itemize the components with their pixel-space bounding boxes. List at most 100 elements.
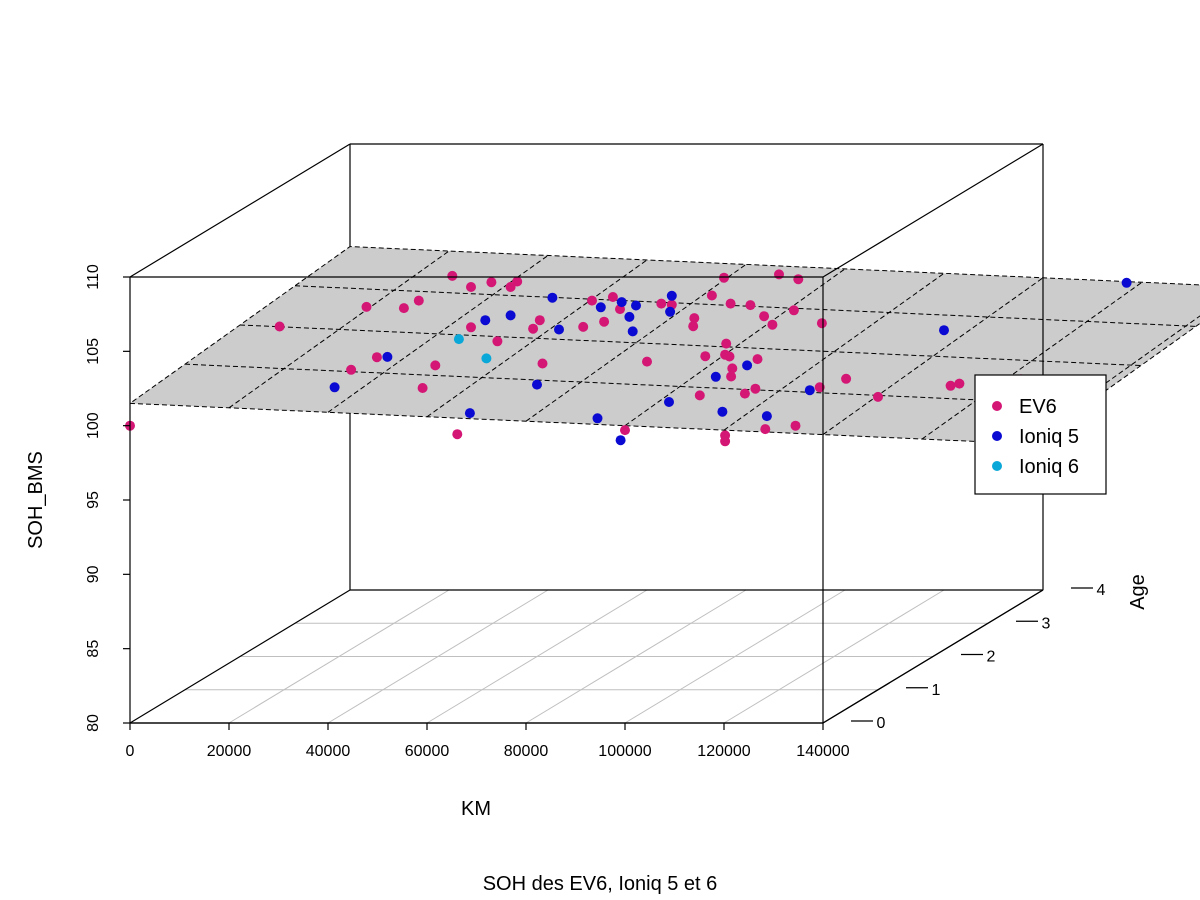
data-point-ioniq-5 xyxy=(761,411,772,422)
data-point-ioniq-5 xyxy=(329,382,340,393)
data-point-ioniq-5 xyxy=(804,385,815,396)
data-point-ioniq-5 xyxy=(382,351,393,362)
plane-grid-line xyxy=(239,324,1141,367)
data-point-ev6 xyxy=(745,300,756,311)
data-point-ev6 xyxy=(486,277,497,288)
data-point-ev6 xyxy=(430,360,441,371)
data-point-ev6 xyxy=(719,272,729,283)
data-point-ioniq-5 xyxy=(665,306,676,317)
z-axis-line xyxy=(822,589,1044,724)
data-point-ev6 xyxy=(620,425,630,436)
data-point-ioniq-5 xyxy=(627,326,638,337)
data-point-ev6 xyxy=(694,390,705,401)
data-point-ev6 xyxy=(759,311,770,322)
data-point-ev6 xyxy=(954,378,965,389)
z-tick-label: 3 xyxy=(1042,615,1051,632)
y-axis-title: SOH_BMS xyxy=(25,451,47,549)
data-point-ev6 xyxy=(512,276,523,287)
plane-grid-line xyxy=(723,272,945,431)
data-point-ioniq-5 xyxy=(624,311,635,322)
data-point-ioniq-5 xyxy=(480,315,491,326)
data-point-ev6 xyxy=(750,383,761,394)
legend-label: EV6 xyxy=(1019,396,1057,418)
z-axis-title: Age xyxy=(1127,574,1149,610)
data-point-ioniq-5 xyxy=(547,292,558,303)
plane-grid-line xyxy=(921,281,1143,440)
data-point-ev6 xyxy=(816,318,827,329)
data-point-ioniq-5 xyxy=(554,324,564,335)
data-point-ev6 xyxy=(767,319,778,330)
x-axis-title: KM xyxy=(461,798,491,820)
box-edge xyxy=(129,589,351,724)
data-point-ev6 xyxy=(721,338,732,349)
data-point-ev6 xyxy=(720,430,731,441)
data-point-ev6 xyxy=(814,382,825,393)
data-point-ev6 xyxy=(727,363,738,374)
data-point-ioniq-5 xyxy=(710,371,721,382)
plane-grid-line xyxy=(822,277,1044,435)
plane-grid-line xyxy=(184,363,1086,406)
x-tick-label: 120000 xyxy=(697,743,750,760)
data-point-ioniq-6 xyxy=(481,353,492,364)
data-point-ev6 xyxy=(607,292,618,302)
y-tick-label: 80 xyxy=(85,714,102,732)
data-point-ioniq-5 xyxy=(532,379,542,390)
data-point-ioniq-5 xyxy=(631,300,641,311)
plane-grid-line xyxy=(294,285,1196,327)
data-point-ev6 xyxy=(599,316,610,327)
data-point-ev6 xyxy=(274,321,285,332)
data-point-ev6 xyxy=(774,269,784,280)
data-point-ev6 xyxy=(688,321,699,332)
legend-marker-ioniq-6 xyxy=(992,461,1002,471)
data-point-ev6 xyxy=(752,354,763,365)
data-point-ev6 xyxy=(739,388,750,399)
box-edge xyxy=(822,143,1044,278)
x-tick-label: 100000 xyxy=(598,743,651,760)
chart-caption: SOH des EV6, Ioniq 5 et 6 xyxy=(483,873,718,895)
data-point-ev6 xyxy=(793,274,804,285)
y-tick-label: 95 xyxy=(85,491,102,509)
data-point-ev6 xyxy=(724,351,735,362)
data-point-ev6 xyxy=(417,383,428,393)
z-tick-label: 4 xyxy=(1097,582,1106,599)
data-point-ev6 xyxy=(371,352,382,363)
x-tick-label: 0 xyxy=(126,743,135,760)
data-point-ev6 xyxy=(642,356,652,367)
legend-marker-ioniq-5 xyxy=(992,431,1002,441)
box-edge xyxy=(129,143,351,278)
data-point-ev6 xyxy=(466,282,476,292)
data-point-ev6 xyxy=(492,336,503,347)
data-points xyxy=(125,269,1132,447)
plane-grid-line xyxy=(525,264,747,422)
data-point-ev6 xyxy=(841,373,852,384)
data-point-ev6 xyxy=(689,313,700,324)
data-point-ev6 xyxy=(534,315,545,326)
data-point-ev6 xyxy=(537,358,548,369)
data-point-ioniq-5 xyxy=(939,325,949,336)
data-point-ev6 xyxy=(706,290,717,301)
legend-label: Ioniq 6 xyxy=(1019,456,1079,478)
plane-grid-line xyxy=(426,259,648,418)
z-tick-label: 0 xyxy=(877,715,886,732)
data-point-ev6 xyxy=(398,303,409,314)
data-point-ioniq-5 xyxy=(742,360,753,371)
data-point-ev6 xyxy=(726,371,737,382)
x-tick-label: 80000 xyxy=(504,743,549,760)
y-tick-label: 105 xyxy=(85,338,102,365)
data-point-ioniq-5 xyxy=(664,397,674,407)
data-point-ev6 xyxy=(656,298,667,309)
z-tick-label: 1 xyxy=(932,682,941,699)
data-point-ev6 xyxy=(873,391,883,402)
z-tick-label: 2 xyxy=(987,649,996,666)
data-point-ioniq-5 xyxy=(464,408,475,419)
data-point-ioniq-5 xyxy=(505,310,516,321)
x-tick-label: 140000 xyxy=(796,743,849,760)
data-point-ev6 xyxy=(578,321,589,332)
data-point-ioniq-5 xyxy=(615,435,626,446)
regression-plane xyxy=(128,246,1200,445)
data-point-ioniq-5 xyxy=(616,297,627,308)
data-point-ioniq-5 xyxy=(717,406,728,417)
data-point-ev6 xyxy=(346,364,357,375)
